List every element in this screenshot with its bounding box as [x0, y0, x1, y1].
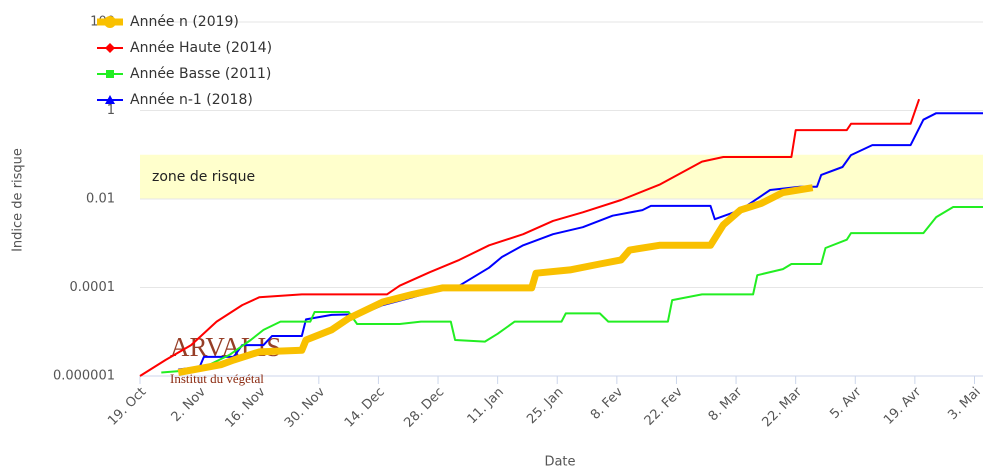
- legend-text: Année Basse (2011): [130, 66, 271, 82]
- y-tick-label: 1: [107, 103, 115, 118]
- legend-text: Année n-1 (2018): [130, 92, 253, 108]
- series-line: [178, 112, 983, 371]
- x-axis-label: Date: [544, 455, 575, 470]
- x-tick-label: 30. Nov: [282, 384, 328, 430]
- y-tick-label: 0.01: [86, 192, 115, 207]
- risk-zone: [140, 154, 983, 199]
- legend-marker: [104, 16, 116, 28]
- x-tick-label: 16. Nov: [222, 384, 268, 430]
- x-tick-label: 3. Mai: [945, 385, 983, 423]
- x-tick-label: 19. Avr: [881, 384, 925, 428]
- legend-marker: [105, 95, 115, 104]
- x-tick-label: 22. Mar: [759, 384, 805, 430]
- logo-subtitle: Institut du végétal: [170, 371, 264, 386]
- series-line: [161, 206, 983, 374]
- x-tick-label: 25. Jan: [524, 385, 566, 427]
- y-axis-label: Indice de risque: [11, 148, 26, 252]
- risk-zone-label: zone de risque: [152, 169, 255, 185]
- legend-marker: [105, 43, 115, 53]
- x-tick-label: 8. Mar: [706, 384, 746, 424]
- x-tick-label: 5. Avr: [827, 384, 865, 422]
- series-line: [177, 184, 814, 376]
- x-tick-label: 2. Nov: [169, 384, 209, 424]
- x-tick-label: 28. Dec: [401, 385, 447, 431]
- legend-text: Année n (2019): [130, 14, 239, 30]
- y-tick-label: 0.0001: [70, 280, 116, 295]
- x-tick-label: 14. Dec: [342, 385, 388, 431]
- y-tick-label: 0.000001: [53, 369, 115, 384]
- x-tick-label: 8. Fev: [588, 384, 626, 422]
- x-tick-label: 22. Fev: [642, 384, 686, 428]
- series-line: [139, 98, 921, 377]
- x-tick-label: 19. Oct: [105, 385, 149, 429]
- legend-marker: [106, 70, 114, 78]
- legend-text: Année Haute (2014): [130, 40, 272, 56]
- x-tick-label: 11. Jan: [465, 385, 507, 427]
